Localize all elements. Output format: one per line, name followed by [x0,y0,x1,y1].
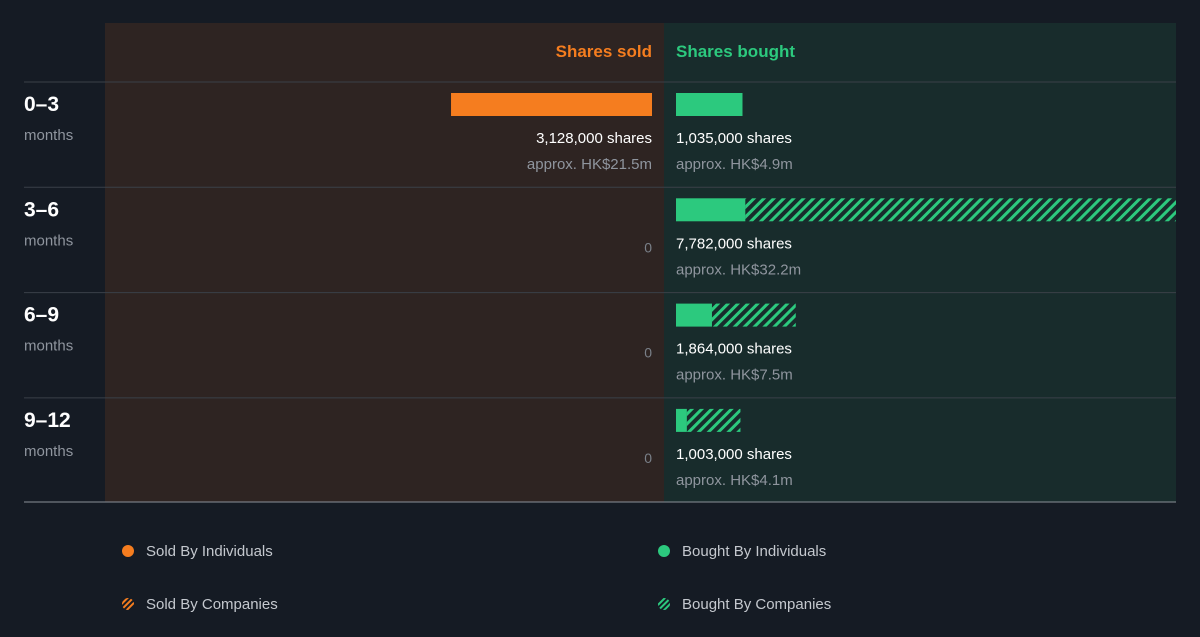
bar-bought-companies [745,198,1176,222]
legend-swatch [122,545,134,557]
legend-item-sold-companies: Sold By Companies [122,596,278,613]
legend-swatch [122,598,134,610]
bar-sold-individuals [451,93,652,116]
period-range: 9–12 [24,409,71,432]
legend-item-sold-individuals: Sold By Individuals [122,543,273,560]
period-range: 0–3 [24,93,59,116]
sold-zero-label: 0 [644,345,652,361]
bar-bought-individuals [676,408,687,432]
bought-panel [664,23,1176,502]
legend-label: Sold By Individuals [146,543,273,560]
legend-swatch [658,545,670,557]
period-unit: months [24,338,73,355]
bought-value-label: approx. HK$32.2m [676,261,801,278]
sold-value-label: approx. HK$21.5m [527,156,652,173]
legend-label: Bought By Individuals [682,543,826,560]
sold-zero-label: 0 [644,239,652,255]
period-row: 0–3 months 3,128,000 shares approx. HK$21.5… [24,81,1176,173]
period-row: 6–9 months 0 1,864,000 shares approx. HK$7.5… [24,292,1176,384]
bar-bought-companies [686,408,741,432]
period-range: 3–6 [24,198,59,221]
bought-shares-label: 1,864,000 shares [676,341,792,358]
bought-shares-label: 1,035,000 shares [676,130,792,147]
bought-value-label: approx. HK$4.1m [676,472,793,489]
sold-zero-label: 0 [644,450,652,466]
bought-value-label: approx. HK$4.9m [676,156,793,173]
legend-label: Sold By Companies [146,596,278,613]
bought-shares-label: 1,003,000 shares [676,446,792,463]
legend-item-bought-individuals: Bought By Individuals [658,543,826,560]
period-unit: months [24,127,73,144]
legend-swatch [658,598,670,610]
bar-bought-individuals [676,93,743,116]
legend-label: Bought By Companies [682,596,831,613]
bought-value-label: approx. HK$7.5m [676,367,793,384]
bought-shares-label: 7,782,000 shares [676,235,792,252]
period-range: 6–9 [24,304,59,327]
header-shares-sold: Shares sold [556,42,652,61]
bar-bought-companies [711,303,796,327]
period-row: 9–12 months 0 1,003,000 shares approx. HK$4.… [24,397,1176,489]
period-row: 3–6 months 0 7,782,000 shares approx. HK$32.… [24,186,1176,278]
legend-item-bought-companies: Bought By Companies [658,596,831,613]
period-unit: months [24,443,73,460]
sold-shares-label: 3,128,000 shares [536,130,652,147]
legend: Sold By Individuals Bought By Individuals… [122,543,831,613]
bar-bought-individuals [676,303,712,327]
period-rows: 0–3 months 3,128,000 shares approx. HK$21.5… [24,81,1176,489]
header-shares-bought: Shares bought [676,42,795,61]
period-unit: months [24,232,73,249]
bar-bought-individuals [676,198,746,222]
